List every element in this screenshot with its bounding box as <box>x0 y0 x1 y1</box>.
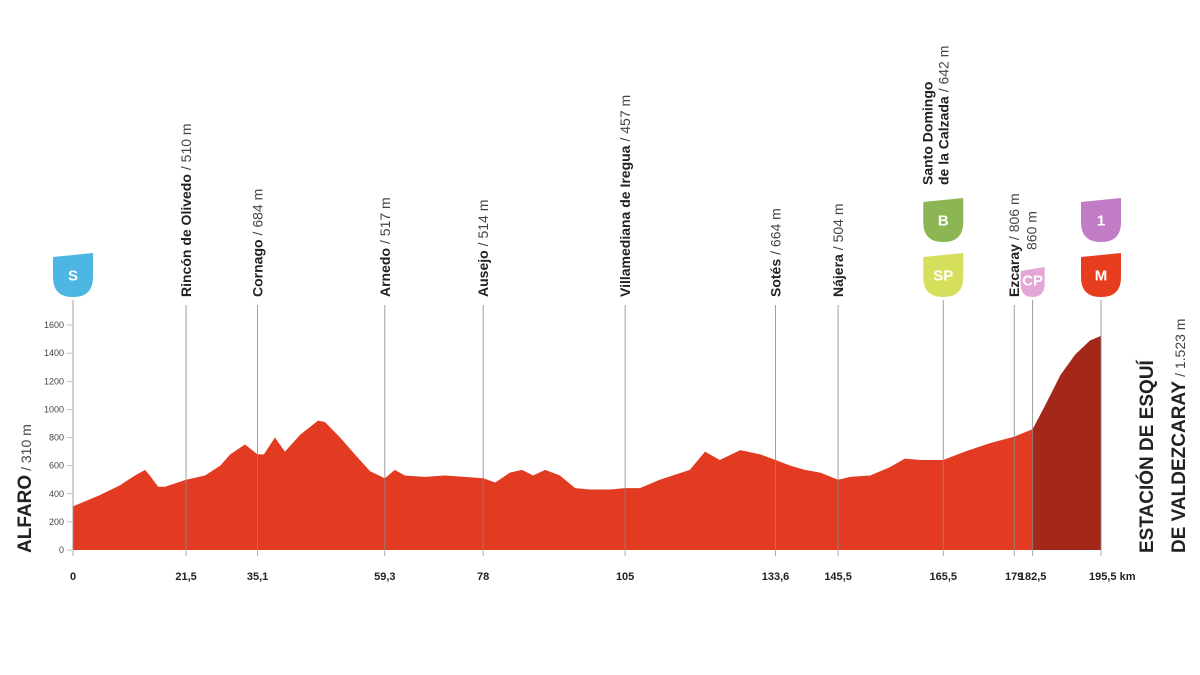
badge-label: SP <box>933 267 953 284</box>
waypoint-name: Santo Domingo <box>919 82 935 185</box>
badge-shape <box>1081 253 1121 297</box>
waypoint-label: de la Calzada / 642 m <box>935 46 951 185</box>
x-tick-label: 105 <box>616 571 634 583</box>
x-tick-label: 21,5 <box>175 571 196 583</box>
y-tick-label: 1400 <box>44 348 64 358</box>
waypoint-label: Nájera / 504 m <box>830 203 846 297</box>
badge-label: M <box>1095 267 1108 284</box>
waypoint-altitude: / 806 m <box>1006 193 1022 240</box>
waypoint-altitude: / 642 m <box>935 46 951 93</box>
y-tick-label: 1600 <box>44 320 64 330</box>
x-tick-label: 0 <box>70 571 76 583</box>
y-tick-label: 200 <box>49 517 64 527</box>
badge-shape <box>1020 267 1045 297</box>
waypoint-altitude: / 510 m <box>178 123 194 170</box>
waypoint-label: Rincón de Olivedo / 510 m <box>178 123 194 297</box>
waypoint-name: de la Calzada <box>935 96 951 185</box>
y-tick-label: 800 <box>49 433 64 443</box>
badge-shape <box>923 198 964 242</box>
start-label: ALFARO / 310 m <box>15 424 36 553</box>
finish-label: DE VALDEZCARAY / 1.523 m <box>1169 319 1190 553</box>
x-tick-label: 182,5 <box>1019 571 1047 583</box>
waypoint-altitude: / 504 m <box>830 203 846 250</box>
waypoint-label: Ausejo / 514 m <box>475 200 491 297</box>
x-tick-label: 133,6 <box>762 571 790 583</box>
waypoint-altitude: / 514 m <box>475 200 491 247</box>
waypoint-label: Cornago / 684 m <box>250 189 266 297</box>
x-tick-label: 59,3 <box>374 571 395 583</box>
finish-name: ESTACIÓN DE ESQUÍ <box>1136 359 1158 553</box>
x-tick-label: 195,5 km <box>1089 571 1136 583</box>
x-tick-label: 179 <box>1005 571 1023 583</box>
x-tick-label: 165,5 <box>929 571 957 583</box>
elevation-area <box>73 420 1033 550</box>
waypoint-name: Sotés <box>768 259 784 297</box>
badge-label: S <box>68 267 78 284</box>
badge-shape <box>923 253 964 297</box>
waypoint-altitude: / 684 m <box>250 189 266 236</box>
y-tick-label: 400 <box>49 489 64 499</box>
waypoint-label: Arnedo / 517 m <box>377 197 393 297</box>
y-tick-label: 0 <box>59 545 64 555</box>
finish-label: ESTACIÓN DE ESQUÍ <box>1136 359 1158 553</box>
waypoint-name: Arnedo <box>377 248 393 297</box>
y-tick-label: 1200 <box>44 376 64 386</box>
waypoint-name: Nájera <box>830 254 846 297</box>
waypoint-name: Ezcaray <box>1006 244 1022 297</box>
start-altitude: / 310 m <box>18 424 34 471</box>
waypoint-label: Villamediana de Iregua / 457 m <box>617 95 633 297</box>
finish-name: DE VALDEZCARAY <box>1169 381 1190 553</box>
waypoint-altitude: / 457 m <box>617 95 633 142</box>
elevation-area <box>1032 335 1101 550</box>
waypoint-altitude: / 517 m <box>377 197 393 244</box>
waypoint-label: Santo Domingo <box>919 82 935 185</box>
y-tick-label: 600 <box>49 461 64 471</box>
badge-label: CP <box>1022 273 1043 290</box>
waypoint-name: Villamediana de Iregua <box>617 145 633 297</box>
badge-shape <box>1081 198 1121 242</box>
finish-altitude: / 1.523 m <box>1172 319 1188 377</box>
waypoint-name: Rincón de Olivedo <box>178 174 194 297</box>
waypoint-name: Ausejo <box>475 250 491 297</box>
x-tick-label: 145,5 <box>824 571 852 583</box>
waypoint-altitude: / 664 m <box>768 208 784 255</box>
waypoint-name: Cornago <box>250 239 266 297</box>
badge-label: 1 <box>1097 212 1105 229</box>
y-tick-label: 1000 <box>44 404 64 414</box>
waypoint-label: Sotés / 664 m <box>768 208 784 297</box>
start-name: ALFARO <box>15 475 36 553</box>
waypoint-label: Ezcaray / 806 m <box>1006 193 1022 297</box>
badge-label: B <box>938 212 949 229</box>
x-tick-label: 78 <box>477 571 489 583</box>
waypoint-altitude: 860 m <box>1024 211 1040 250</box>
x-tick-label: 35,1 <box>247 571 268 583</box>
badge-shape <box>53 253 93 297</box>
